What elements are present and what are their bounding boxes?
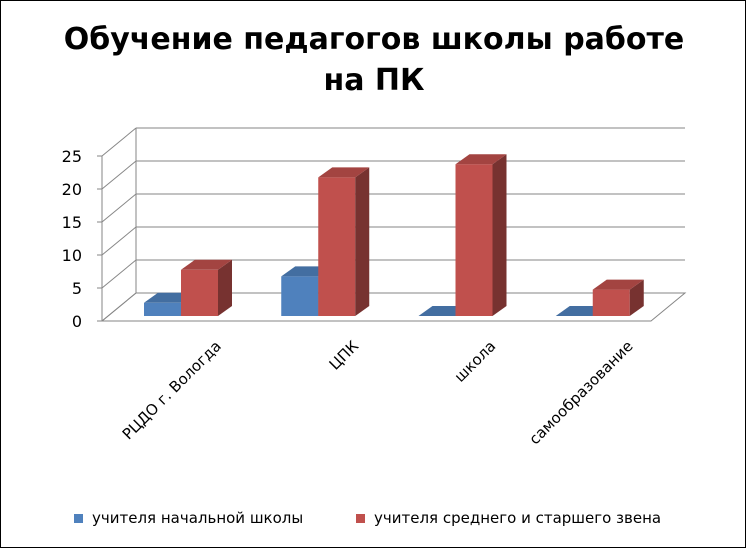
x-category-label: ЦПК bbox=[326, 337, 363, 374]
y-tick-label: 15 bbox=[62, 213, 82, 232]
y-tick-label: 25 bbox=[62, 147, 82, 166]
gridline-side bbox=[102, 260, 136, 288]
y-tick-label: 10 bbox=[62, 246, 82, 265]
bar-front-0-0 bbox=[144, 303, 181, 316]
bar-side-1-2 bbox=[493, 154, 507, 316]
gridline-side bbox=[102, 194, 136, 222]
legend-swatch-series-2 bbox=[356, 514, 365, 523]
bar-front-1-3 bbox=[593, 290, 630, 316]
legend-item-series-2: учителя среднего и старшего звена bbox=[356, 509, 661, 527]
legend-swatch-series-1 bbox=[74, 514, 83, 523]
legend-label-series-2: учителя среднего и старшего звена bbox=[374, 509, 661, 527]
bar-front-1-2 bbox=[456, 164, 493, 316]
x-category-label: самообразование bbox=[526, 337, 637, 448]
y-tick-label: 0 bbox=[72, 312, 82, 331]
bar-front-1-1 bbox=[318, 177, 355, 316]
x-category-label: РЦДО г. Вологда bbox=[119, 337, 225, 443]
bar-front-0-1 bbox=[281, 276, 318, 316]
y-tick-label: 5 bbox=[72, 279, 82, 298]
x-category-label: школа bbox=[451, 337, 500, 386]
gridline-side bbox=[102, 128, 136, 156]
gridline-side bbox=[102, 227, 136, 255]
y-tick-label: 20 bbox=[62, 180, 82, 199]
gridline-side bbox=[102, 161, 136, 189]
chart-legend: учителя начальной школы учителя среднего… bbox=[1, 509, 746, 531]
bar-side-1-1 bbox=[355, 167, 369, 316]
legend-item-series-1: учителя начальной школы bbox=[74, 509, 303, 527]
bar-front-1-0 bbox=[181, 270, 218, 316]
legend-label-series-1: учителя начальной школы bbox=[92, 509, 303, 527]
